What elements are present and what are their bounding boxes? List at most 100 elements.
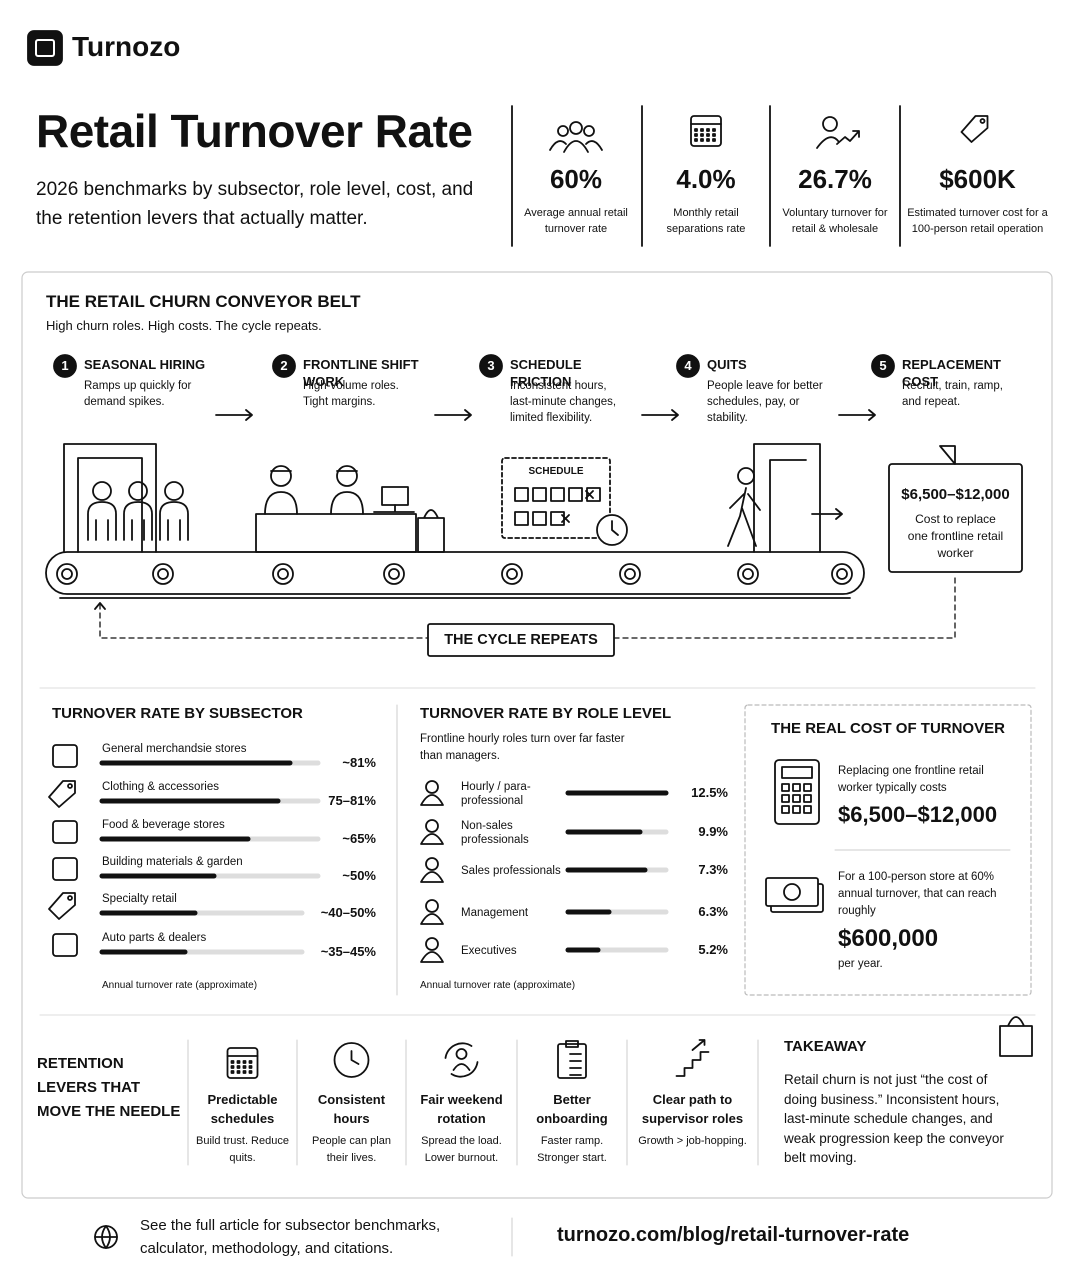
- icon: [350, 1050, 360, 1065]
- arrow: [641, 409, 679, 421]
- step-text: Ramps up quickly for demand spikes.: [84, 380, 192, 408]
- section-title: THE REAL COST OF TURNOVER: [771, 720, 1005, 737]
- icon: [425, 899, 439, 913]
- step-badge: [479, 354, 503, 378]
- worker: [92, 481, 112, 501]
- worker: [128, 481, 148, 501]
- row-value: 6.3%: [698, 904, 728, 919]
- worker: [159, 501, 189, 541]
- step-title: SCHEDULE FRICTION: [510, 357, 582, 389]
- schedule-cell: [514, 511, 529, 526]
- step-number: 2: [280, 358, 288, 373]
- icon: [52, 857, 78, 881]
- row-name: Sales professionals: [461, 865, 561, 877]
- icon: [230, 1065, 235, 1069]
- logo-glyph: [35, 39, 55, 57]
- arrow: [811, 508, 843, 520]
- icon: [444, 1042, 479, 1078]
- step-badge: [871, 354, 895, 378]
- belt: [45, 551, 865, 595]
- icon: [333, 1042, 370, 1078]
- cycle-box: [427, 623, 615, 657]
- clerk: [336, 465, 358, 487]
- icon: [960, 115, 989, 143]
- icon: [557, 1043, 587, 1079]
- footer-text: See the full article for subsector bench…: [140, 1217, 441, 1257]
- calculator: [803, 794, 812, 803]
- row-value: ~35–45%: [320, 944, 376, 959]
- icon: [420, 951, 444, 963]
- schedule-cell: [514, 487, 529, 502]
- icon: [420, 794, 444, 806]
- calculator: [781, 783, 790, 792]
- clerk: [270, 465, 292, 487]
- roller: [737, 563, 759, 585]
- schedule-cell: [532, 487, 547, 502]
- stat-value: 4.0%: [676, 164, 736, 194]
- roller: [624, 568, 636, 580]
- takeaway-text: Retail churn is not just “the cost of do…: [784, 1072, 1004, 1165]
- row-value: ~65%: [342, 831, 376, 846]
- roller: [388, 568, 400, 580]
- icon: [226, 1047, 259, 1079]
- cycle-label: THE CYCLE REPEATS: [444, 632, 598, 648]
- cost-value: $6,500–$12,000: [901, 486, 1010, 503]
- icon: [242, 1060, 247, 1064]
- icon: [549, 140, 603, 153]
- cost-value: $600,000: [838, 925, 939, 952]
- step-number: 4: [684, 358, 692, 373]
- step-title: QUITS: [707, 357, 747, 372]
- step-title: SEASONAL HIRING: [84, 357, 206, 372]
- clerk: [330, 470, 364, 515]
- note: Annual turnover rate (approximate): [102, 980, 258, 991]
- schedule-cell: [550, 511, 565, 526]
- section-title: THE RETAIL CHURN CONVEYOR BELT: [46, 292, 361, 311]
- section-title: TAKEAWAY: [784, 1038, 867, 1055]
- calculator: [792, 794, 801, 803]
- icon: [706, 133, 710, 137]
- step-text: People leave for better schedules, pay, …: [707, 380, 823, 424]
- clerk: [264, 470, 298, 515]
- row-name: Auto parts & dealers: [102, 932, 207, 944]
- icon: [236, 1070, 241, 1074]
- section-subtitle: High churn roles. High costs. The cycle …: [46, 318, 322, 333]
- row-value: 75–81%: [328, 793, 376, 808]
- step-text: Recruit, train, ramp, and repeat.: [902, 380, 1003, 408]
- icon: [675, 1039, 710, 1077]
- roller: [61, 568, 73, 580]
- worker: [87, 501, 117, 541]
- icon: [420, 833, 444, 845]
- step-title: FRONTLINE SHIFT WORK: [303, 357, 419, 389]
- row-name: Management: [461, 907, 529, 919]
- walker: [737, 467, 755, 485]
- schedule-box: [501, 457, 611, 539]
- step-title: REPLACEMENT COST: [902, 357, 1001, 389]
- mark: [561, 490, 594, 523]
- icon: [706, 138, 710, 142]
- stat-value: 60%: [549, 164, 603, 194]
- icon: [230, 1070, 235, 1074]
- icon: [425, 937, 439, 951]
- step-badge: [272, 354, 296, 378]
- worker: [164, 481, 184, 501]
- icon: [979, 118, 986, 124]
- row-name: Specialty retail: [102, 893, 177, 905]
- step-number: 1: [61, 358, 69, 373]
- lever-text: People can plan their lives.: [312, 1135, 391, 1164]
- roller: [277, 568, 289, 580]
- section-subtitle: Frontline hourly roles turn over far fas…: [420, 733, 625, 762]
- register: [373, 504, 415, 513]
- icon: [425, 857, 439, 871]
- arrow: [215, 409, 253, 421]
- icon: [455, 1048, 468, 1060]
- schedule-label: SCHEDULE: [528, 466, 584, 477]
- row-name: Hourly / para-professional: [461, 781, 531, 807]
- section-title: TURNOVER RATE BY SUBSECTOR: [52, 705, 303, 722]
- roller: [619, 563, 641, 585]
- stat-label: Estimated turnover cost for a 100-person…: [907, 207, 1048, 235]
- row-name: Executives: [461, 945, 517, 957]
- icon: [242, 1070, 247, 1074]
- walker: [727, 487, 761, 547]
- lever-title: Predictable schedules: [207, 1092, 278, 1126]
- step-badge: [53, 354, 77, 378]
